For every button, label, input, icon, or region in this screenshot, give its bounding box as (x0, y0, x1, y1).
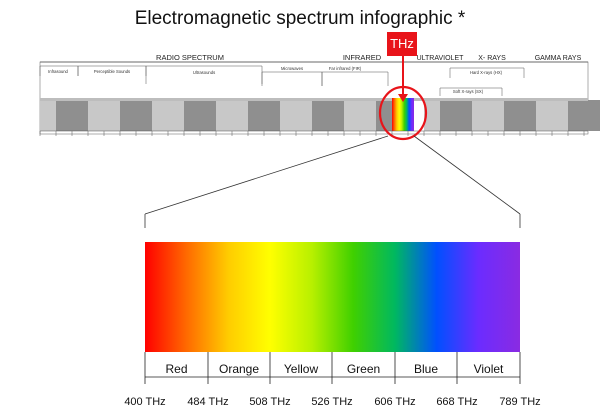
zoom-line-right (413, 135, 521, 215)
band-column (152, 100, 168, 131)
band-column (88, 100, 104, 131)
band-column (536, 100, 552, 131)
band-column (216, 100, 232, 131)
sub-band-far-infrared: Far infrared (FIR) (329, 66, 362, 71)
band-column (520, 100, 536, 131)
sub-band-microwaves: Microwaves (281, 66, 303, 71)
sub-band-hard-xrays: Hard X-rays (HX) (470, 70, 503, 75)
band-column (184, 100, 200, 131)
band-column (248, 100, 264, 131)
frequency-label: 606 THz (374, 396, 415, 408)
zoom-line-left (144, 135, 389, 215)
highlight-arrow-head (398, 94, 408, 102)
band-column (280, 100, 296, 131)
band-column (200, 100, 216, 131)
band-column (504, 100, 520, 131)
band-label-gamma: GAMMA RAYS (535, 55, 582, 62)
band-column (232, 100, 248, 131)
band-column (56, 100, 72, 131)
band-label-infrared: INFRARED (343, 53, 382, 62)
frequency-label: 508 THz (249, 396, 290, 408)
band-column (360, 100, 376, 131)
band-column (104, 100, 120, 131)
band-column (72, 100, 88, 131)
page-title: Electromagnetic spectrum infographic * (134, 8, 466, 29)
visible-frequency-labels: 400 THz 484 THz 508 THz 526 THz 606 THz 668 T… (124, 396, 540, 408)
color-label-orange: Orange (219, 362, 259, 376)
frequency-label: 526 THz (311, 396, 352, 408)
band-column (552, 100, 568, 131)
visible-stripe-small (392, 98, 414, 131)
sub-band-soft-xrays: Soft X-rays (SX) (453, 89, 484, 94)
band-column (136, 100, 152, 131)
frequency-label: 484 THz (187, 396, 228, 408)
band-column (344, 100, 360, 131)
visible-spectrum-bar (145, 242, 520, 352)
frequency-label: 668 THz (436, 396, 477, 408)
color-label-violet: Violet (474, 362, 504, 376)
frequency-label: 789 THz (499, 396, 540, 408)
band-column (296, 100, 312, 131)
frequency-label: 400 THz (124, 396, 165, 408)
band-column (328, 100, 344, 131)
band-label-xrays: X- RAYS (478, 55, 506, 62)
sub-band-infrasound: Infrasound (48, 69, 68, 74)
band-column (472, 100, 488, 131)
band-column (488, 100, 504, 131)
visible-color-labels: Red Orange Yellow Green Blue Violet (165, 362, 504, 376)
band-column (440, 100, 456, 131)
visible-boundaries (144, 352, 521, 384)
thz-badge: THz (387, 32, 417, 56)
band-column (40, 100, 56, 131)
band-column-top-strip (40, 98, 588, 101)
band-label-radio: RADIO SPECTRUM (156, 53, 224, 62)
color-label-yellow: Yellow (284, 362, 319, 376)
band-column (120, 100, 136, 131)
color-label-green: Green (347, 362, 380, 376)
band-column (456, 100, 472, 131)
band-column (264, 100, 280, 131)
color-label-blue: Blue (414, 362, 438, 376)
band-column (168, 100, 184, 131)
sub-band-ultrasounds: Ultrasounds (193, 70, 215, 75)
band-label-ultraviolet: ULTRAVIOLET (417, 55, 465, 62)
band-column (568, 100, 584, 131)
band-column (424, 100, 440, 131)
axis-ticks (39, 130, 588, 136)
sub-band-perceptible-sounds: Perceptible Sounds (94, 69, 130, 74)
band-column (584, 100, 600, 131)
color-label-red: Red (165, 362, 187, 376)
band-column (312, 100, 328, 131)
sub-band-brackets (39, 65, 525, 96)
band-columns (40, 98, 600, 131)
